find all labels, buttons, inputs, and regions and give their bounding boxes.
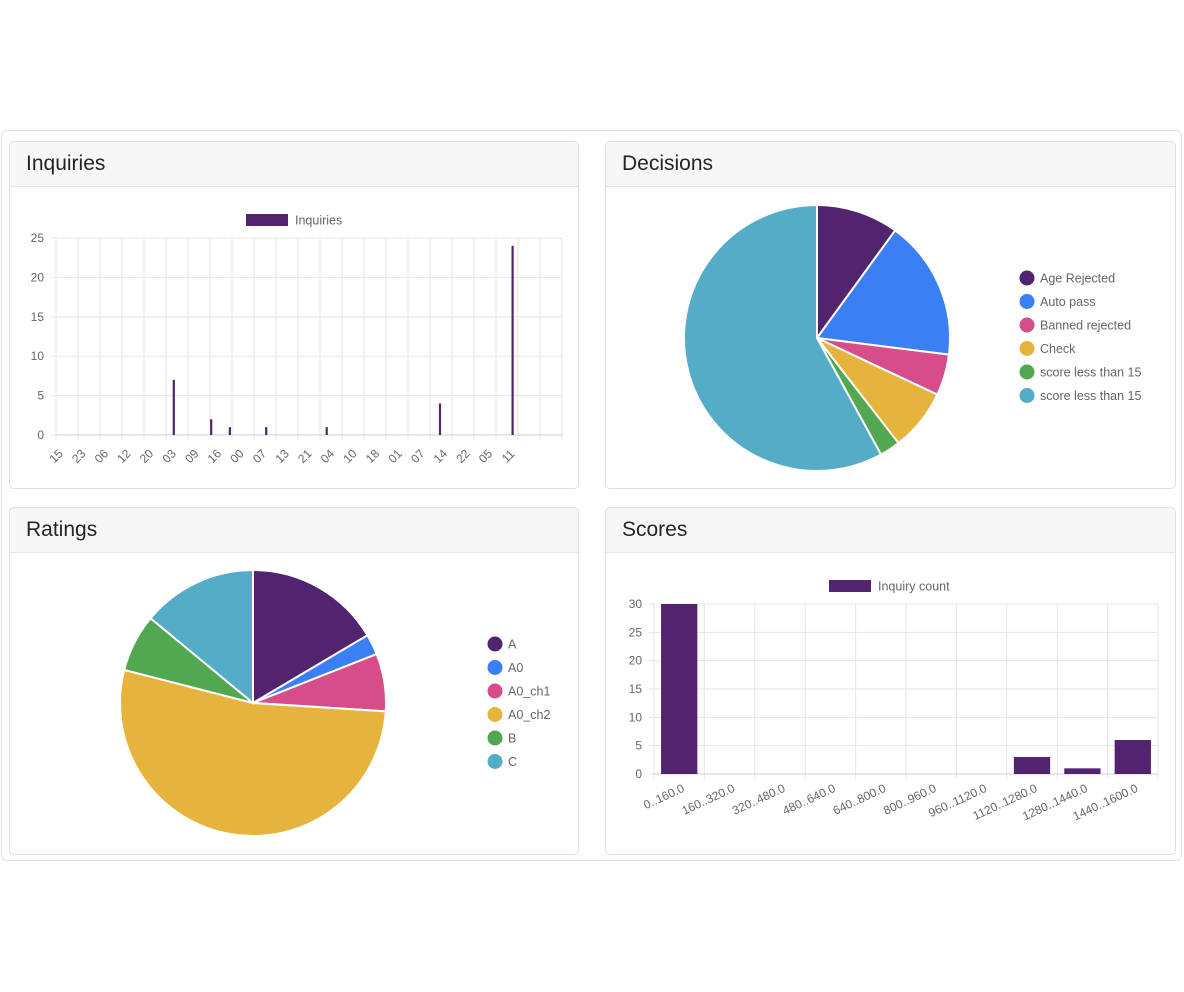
x-tick-label: 18	[363, 446, 383, 466]
legend-label: C	[508, 755, 517, 769]
scores-card: Scores 0 5 10 15 20 25 30 0..160.0 160..320.0 320…	[605, 507, 1176, 855]
inquiry-bar	[172, 379, 175, 435]
pie-slice	[683, 203, 883, 472]
legend-swatch	[1019, 341, 1035, 356]
inquiry-bar	[438, 403, 442, 435]
x-tick-label: 640..800.0	[831, 781, 889, 818]
x-tick-label: 11	[499, 447, 518, 466]
x-tick-label: 03	[159, 446, 179, 466]
legend-label: score less than 15	[1040, 389, 1141, 403]
legend-label: Auto pass	[1040, 295, 1096, 309]
scores-chart: 0510152025300..160.0160..320.0320..480.0…	[629, 580, 1159, 823]
pie-slice	[252, 568, 369, 705]
x-tick-label: 20	[137, 446, 157, 466]
x-tick-label: 09	[182, 446, 202, 466]
legend-label: A	[508, 638, 517, 652]
legend-swatch	[487, 730, 503, 746]
x-tick-label: 15	[46, 446, 66, 466]
x-tick-label: 07	[408, 446, 428, 466]
score-bar	[1114, 740, 1151, 774]
x-tick-label: 23	[69, 446, 89, 466]
legend-swatch	[1019, 317, 1035, 333]
decisions-chart: Age Rejected Auto pass Banned rejected Chec…	[683, 203, 1141, 472]
legend-swatch	[1019, 270, 1035, 286]
x-tick-label: 07	[250, 446, 270, 466]
pie-slice	[815, 229, 951, 356]
x-tick-label: 21	[295, 446, 315, 466]
inquiry-bar	[325, 427, 328, 435]
y-tick-label: 25	[629, 625, 643, 639]
inquiry-bar	[210, 419, 213, 435]
legend-label: B	[508, 732, 516, 746]
inquiry-bar	[228, 427, 231, 435]
inquiry-bar	[265, 427, 268, 435]
ratings-chart: A A0 A0_ch1 A0_ch2 BC	[119, 568, 550, 837]
score-bar	[1013, 757, 1051, 774]
y-tick-label: 0	[635, 767, 642, 781]
legend-label: Inquiries	[295, 214, 342, 228]
score-bar	[661, 604, 698, 774]
x-tick-label: 00	[227, 446, 247, 466]
x-tick-label: 12	[114, 446, 134, 466]
legend-swatch	[487, 707, 503, 722]
legend-label: Inquiry count	[878, 580, 950, 594]
ratings-card: Ratings A A0 A0_ch1 A0_ch2 B C	[9, 507, 579, 855]
pie-slice	[149, 568, 254, 706]
y-tick-label: 0	[37, 428, 44, 442]
x-tick-label: 01	[385, 446, 405, 466]
decisions-card-title: Decisions	[606, 142, 1175, 187]
legend-label: Check	[1040, 342, 1076, 356]
legend-swatch	[487, 636, 503, 652]
legend-label: A0_ch1	[508, 685, 550, 699]
pie-slice	[816, 203, 897, 342]
legend-swatch	[1019, 294, 1035, 309]
scores-card-title: Scores	[606, 508, 1175, 553]
ratings-card-title: Ratings	[10, 508, 578, 553]
x-tick-label: 10	[340, 446, 360, 466]
legend-swatch	[1019, 364, 1035, 380]
inquiry-bar	[511, 245, 514, 435]
legend-label: Age Rejected	[1040, 272, 1115, 286]
legend-swatch	[487, 754, 503, 769]
x-tick-label: 04	[318, 446, 338, 466]
legend-label: Banned rejected	[1040, 319, 1131, 333]
y-tick-label: 30	[629, 597, 643, 611]
legend-swatch	[829, 580, 871, 592]
legend-label: score less than 15	[1040, 366, 1141, 380]
x-tick-label: 160..320.0	[680, 781, 738, 818]
x-tick-label: 13	[272, 446, 292, 466]
legend-label: A0	[508, 661, 523, 675]
pie-slice	[119, 668, 387, 837]
legend-label: A0_ch2	[508, 708, 550, 722]
x-tick-label: 22	[453, 446, 473, 466]
x-tick-label: 480..640.0	[780, 781, 838, 818]
x-tick-label: 16	[205, 446, 225, 466]
y-tick-label: 10	[629, 710, 643, 724]
inquiries-card-title: Inquiries	[10, 142, 578, 187]
x-tick-label: 06	[92, 446, 112, 466]
y-tick-label: 10	[31, 349, 45, 363]
y-tick-label: 5	[37, 389, 44, 403]
legend-swatch	[246, 214, 288, 226]
x-tick-label: 05	[476, 446, 496, 466]
inquiries-card: Inquiries 0 5 10 15 20 25 15 23 06 12 20 03 09 16 00 07…	[9, 141, 579, 489]
dashboard-frame	[1, 130, 1182, 861]
x-tick-label: 320..480.0	[730, 781, 788, 818]
y-tick-label: 25	[31, 231, 45, 245]
y-tick-label: 15	[31, 310, 45, 324]
y-tick-label: 5	[635, 739, 642, 753]
y-tick-label: 15	[629, 682, 643, 696]
score-bar	[1064, 768, 1101, 774]
y-tick-label: 20	[31, 270, 45, 284]
decisions-card: Decisions Age Rejected Auto pass Banned re…	[605, 141, 1176, 489]
legend-swatch	[1019, 388, 1035, 403]
y-tick-label: 20	[629, 654, 643, 668]
x-tick-label: 14	[431, 446, 451, 466]
legend-swatch	[487, 660, 503, 675]
legend-swatch	[487, 683, 503, 699]
